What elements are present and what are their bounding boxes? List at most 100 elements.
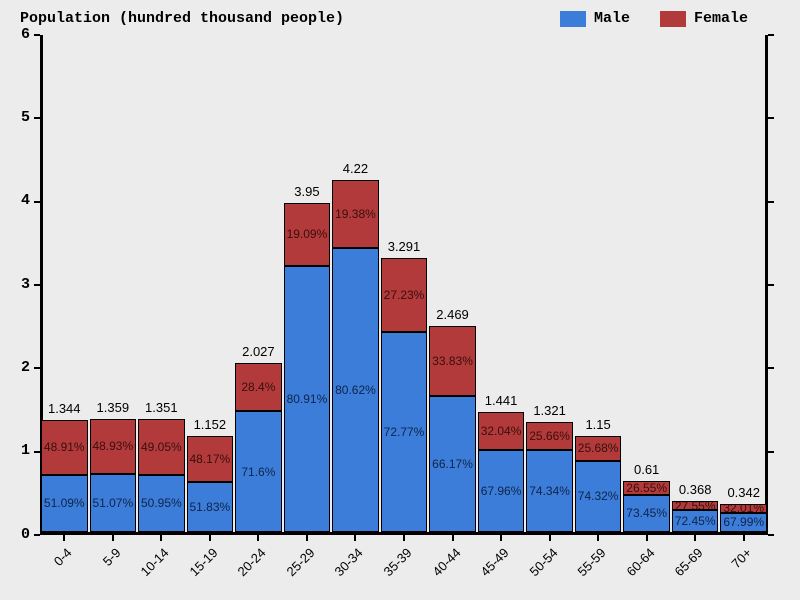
bar-label-female: 48.17%: [190, 453, 231, 465]
ytick-label: 1: [21, 442, 30, 459]
bar-segment-female: 28.4%: [235, 363, 282, 411]
bar-label-female: 32.04%: [481, 425, 522, 437]
xtick-mark: [112, 535, 114, 541]
ytick-label: 2: [21, 359, 30, 376]
bar-label-male: 51.07%: [92, 497, 133, 509]
xtick-label: 25-29: [283, 545, 317, 579]
total-label: 1.351: [138, 400, 185, 415]
legend-item-male: Male: [560, 10, 630, 27]
bar-segment-male: 80.62%: [332, 248, 379, 532]
xtick-mark: [500, 535, 502, 541]
bar-segment-male: 51.07%: [90, 474, 137, 532]
bar-segment-female: 48.91%: [41, 420, 88, 475]
ytick-mark: [768, 367, 774, 369]
total-label: 0.342: [720, 485, 767, 500]
ytick-mark: [34, 451, 40, 453]
xtick-mark: [646, 535, 648, 541]
legend: Male Female: [560, 10, 748, 27]
bar-label-male: 67.99%: [723, 516, 764, 528]
xtick-mark: [403, 535, 405, 541]
bar-segment-male: 72.45%: [672, 510, 719, 532]
chart-canvas: { "chart": { "type": "stacked-bar", "tit…: [0, 0, 800, 600]
xtick-mark: [354, 535, 356, 541]
xtick-mark: [257, 535, 259, 541]
xtick-mark: [597, 535, 599, 541]
bar-segment-male: 72.77%: [381, 332, 428, 532]
bar-label-male: 74.34%: [529, 485, 570, 497]
bar-segment-female: 26.55%: [623, 481, 670, 494]
bar-segment-female: 49.05%: [138, 419, 185, 474]
bar-segment-female: 19.38%: [332, 180, 379, 248]
total-label: 3.291: [381, 239, 428, 254]
legend-swatch: [560, 11, 586, 27]
bar-group: 67.99% 32.01%: [720, 504, 767, 533]
bar-label-male: 67.96%: [481, 485, 522, 497]
bar-group: 74.32%25.68%: [575, 436, 622, 532]
bar-segment-male: 67.96%: [478, 450, 525, 532]
bar-segment-female: 32.04%: [478, 412, 525, 450]
bar-label-male: 51.83%: [190, 501, 231, 513]
xtick-label: 70+: [728, 545, 754, 571]
bar-label-female: 28.4%: [241, 381, 275, 393]
bar-label-female: 25.66%: [529, 430, 570, 442]
legend-item-female: Female: [660, 10, 748, 27]
xtick-label: 50-54: [526, 545, 560, 579]
bar-segment-female: 32.01%: [720, 504, 767, 513]
xtick-label: 45-49: [478, 545, 512, 579]
bar-segment-female: 27.55%: [672, 501, 719, 509]
total-label: 1.359: [90, 400, 137, 415]
ytick-label: 0: [21, 526, 30, 543]
ytick-mark: [34, 534, 40, 536]
ytick-mark: [768, 534, 774, 536]
ytick-label: 6: [21, 26, 30, 43]
xtick-mark: [452, 535, 454, 541]
xtick-mark: [63, 535, 65, 541]
bar-segment-male: 51.09%: [41, 475, 88, 532]
bar-label-male: 72.77%: [384, 426, 425, 438]
bar-segment-male: 74.34%: [526, 450, 573, 532]
bar-group: 71.6% 28.4%: [235, 363, 282, 532]
bar-label-female: 27.23%: [384, 289, 425, 301]
total-label: 2.027: [235, 344, 282, 359]
bar-label-female: 32.01%: [723, 504, 764, 513]
ytick-label: 4: [21, 192, 30, 209]
bar-group: 66.17%33.83%: [429, 326, 476, 532]
xtick-label: 65-69: [672, 545, 706, 579]
bar-group: 72.77% 27.23%: [381, 258, 428, 532]
bar-group: 51.07%48.93%: [90, 419, 137, 532]
bar-segment-female: 19.09%: [284, 203, 331, 266]
xtick-mark: [549, 535, 551, 541]
total-label: 1.441: [478, 393, 525, 408]
legend-label: Female: [694, 10, 748, 27]
bar-group: 80.62% 19.38%: [332, 180, 379, 532]
bar-group: 74.34% 25.66%: [526, 422, 573, 532]
bar-label-male: 72.45%: [675, 515, 716, 527]
bar-group: 50.95% 49.05%: [138, 419, 185, 532]
xtick-mark: [743, 535, 745, 541]
total-label: 0.61: [623, 462, 670, 477]
ytick-label: 3: [21, 276, 30, 293]
bar-label-male: 71.6%: [241, 466, 275, 478]
xtick-label: 0-4: [51, 545, 75, 569]
bar-label-male: 51.09%: [44, 497, 85, 509]
legend-label: Male: [594, 10, 630, 27]
total-label: 1.344: [41, 401, 88, 416]
ytick-mark: [768, 451, 774, 453]
bar-group: 67.96% 32.04%: [478, 412, 525, 532]
bar-label-female: 19.38%: [335, 208, 376, 220]
xtick-label: 55-59: [575, 545, 609, 579]
xtick-label: 15-19: [186, 545, 220, 579]
bar-label-male: 73.45%: [626, 507, 667, 519]
bar-group: 51.09% 48.91%: [41, 420, 88, 532]
legend-swatch: [660, 11, 686, 27]
bar-label-male: 50.95%: [141, 497, 182, 509]
bar-segment-female: 25.68%: [575, 436, 622, 461]
ytick-label: 5: [21, 109, 30, 126]
bar-segment-male: 66.17%: [429, 396, 476, 532]
xtick-label: 40-44: [429, 545, 463, 579]
bar-segment-male: 51.83%: [187, 482, 234, 532]
xtick-mark: [694, 535, 696, 541]
total-label: 1.152: [187, 417, 234, 432]
ytick-mark: [768, 284, 774, 286]
xtick-label: 60-64: [623, 545, 657, 579]
